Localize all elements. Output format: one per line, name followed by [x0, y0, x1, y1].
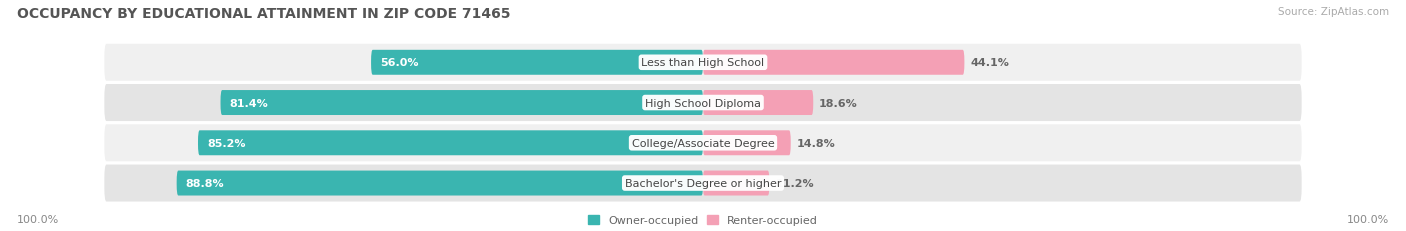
Text: 11.2%: 11.2%	[775, 178, 814, 188]
FancyBboxPatch shape	[703, 51, 965, 76]
FancyBboxPatch shape	[104, 45, 1302, 82]
Text: 81.4%: 81.4%	[229, 98, 269, 108]
Text: Bachelor's Degree or higher: Bachelor's Degree or higher	[624, 178, 782, 188]
FancyBboxPatch shape	[104, 165, 1302, 202]
FancyBboxPatch shape	[104, 125, 1302, 162]
FancyBboxPatch shape	[177, 171, 703, 196]
Legend: Owner-occupied, Renter-occupied: Owner-occupied, Renter-occupied	[588, 215, 818, 225]
FancyBboxPatch shape	[371, 51, 703, 76]
Text: 88.8%: 88.8%	[186, 178, 224, 188]
FancyBboxPatch shape	[104, 85, 1302, 122]
Text: 85.2%: 85.2%	[207, 138, 246, 148]
FancyBboxPatch shape	[703, 171, 769, 196]
Text: 44.1%: 44.1%	[970, 58, 1010, 68]
Text: OCCUPANCY BY EDUCATIONAL ATTAINMENT IN ZIP CODE 71465: OCCUPANCY BY EDUCATIONAL ATTAINMENT IN Z…	[17, 7, 510, 21]
Text: 18.6%: 18.6%	[820, 98, 858, 108]
FancyBboxPatch shape	[198, 131, 703, 156]
Text: High School Diploma: High School Diploma	[645, 98, 761, 108]
FancyBboxPatch shape	[703, 131, 790, 156]
Text: 56.0%: 56.0%	[380, 58, 419, 68]
FancyBboxPatch shape	[221, 91, 703, 116]
Text: Source: ZipAtlas.com: Source: ZipAtlas.com	[1278, 7, 1389, 17]
Text: College/Associate Degree: College/Associate Degree	[631, 138, 775, 148]
FancyBboxPatch shape	[703, 91, 813, 116]
Text: 100.0%: 100.0%	[17, 214, 59, 225]
Text: 14.8%: 14.8%	[797, 138, 835, 148]
Text: 100.0%: 100.0%	[1347, 214, 1389, 225]
Text: Less than High School: Less than High School	[641, 58, 765, 68]
